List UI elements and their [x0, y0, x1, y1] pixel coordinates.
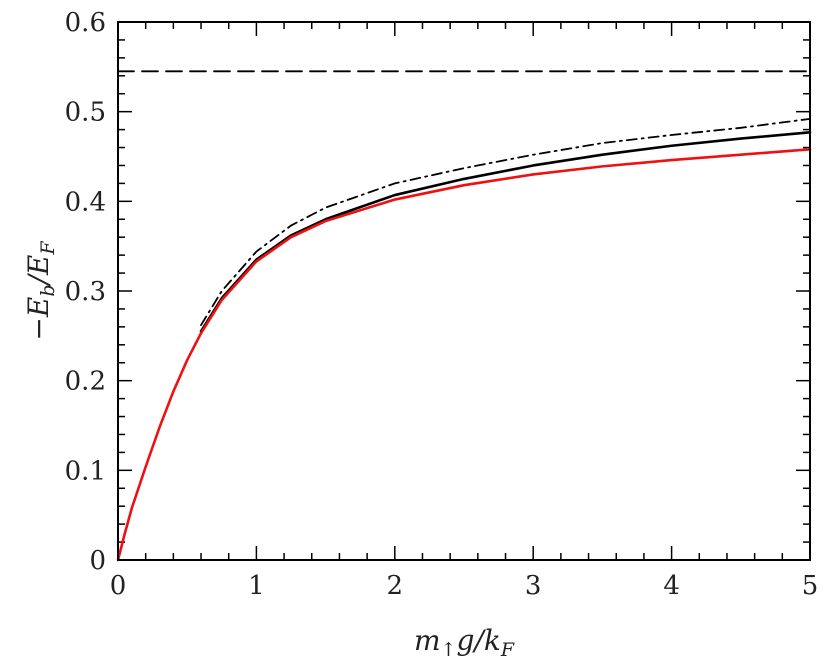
x-tick-label: 3 — [525, 571, 542, 601]
y-tick-label: 0.3 — [65, 277, 106, 307]
x-axis-label: m↑g/kF — [414, 624, 515, 661]
series-line-4-solid — [116, 148, 812, 562]
tick-labels: 0 1 2 3 4 5 0 0.1 0.2 0.3 0.4 0.5 0.6 — [65, 8, 819, 601]
series-line-3-solid — [199, 130, 812, 333]
x-tick-label: 1 — [248, 571, 265, 601]
x-tick-label: 0 — [110, 571, 127, 601]
y-axis-label: −Eb/EF — [22, 241, 59, 341]
plot-frame — [117, 21, 811, 561]
y-tick-label: 0.1 — [65, 456, 106, 486]
series-group — [116, 70, 812, 562]
y-tick-label: 0.4 — [65, 187, 106, 217]
x-tick-label: 5 — [802, 571, 819, 601]
x-tick-label: 4 — [663, 571, 680, 601]
axis-ticks — [117, 21, 811, 561]
x-tick-label: 2 — [387, 571, 404, 601]
series-line-2-dashdot — [200, 117, 811, 326]
y-tick-label: 0.5 — [65, 98, 106, 128]
y-tick-label: 0 — [89, 546, 106, 576]
y-tick-label: 0.2 — [65, 367, 106, 397]
y-tick-label: 0.6 — [65, 8, 106, 38]
